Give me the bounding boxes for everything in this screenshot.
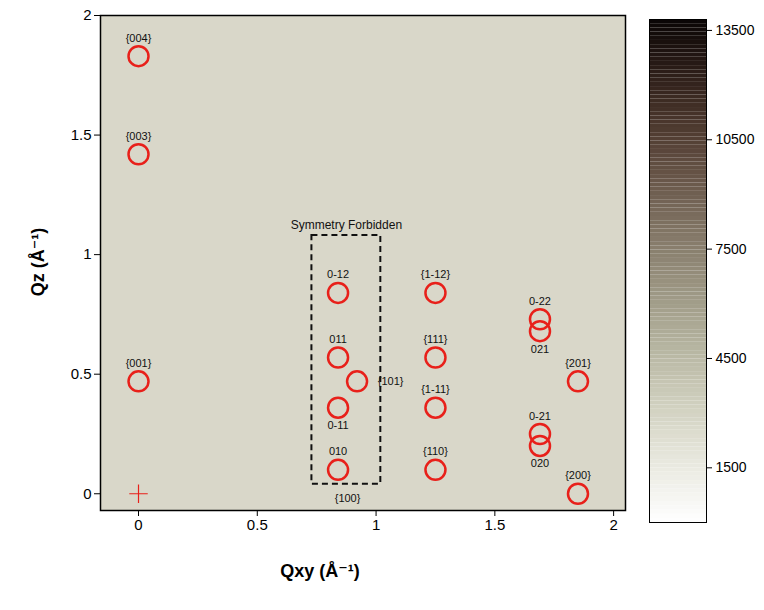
svg-text:{101}: {101} <box>378 375 404 387</box>
svg-text:1.5: 1.5 <box>484 516 505 533</box>
svg-text:{001}: {001} <box>126 357 152 369</box>
svg-text:1500: 1500 <box>716 459 747 475</box>
svg-text:{201}: {201} <box>565 357 591 369</box>
svg-text:{200}: {200} <box>565 469 591 481</box>
svg-text:1: 1 <box>372 516 380 533</box>
svg-text:{1-11}: {1-11} <box>421 383 450 395</box>
svg-text:2: 2 <box>609 516 617 533</box>
svg-text:{111}: {111} <box>423 333 447 345</box>
svg-text:1: 1 <box>83 245 91 262</box>
svg-text:0: 0 <box>83 485 91 502</box>
svg-text:010: 010 <box>329 445 347 457</box>
svg-text:0.5: 0.5 <box>247 516 268 533</box>
svg-text:2: 2 <box>83 6 91 23</box>
svg-text:0-22: 0-22 <box>529 295 551 307</box>
svg-text:0-11: 0-11 <box>327 419 348 431</box>
svg-text:Symmetry Forbidden: Symmetry Forbidden <box>291 218 402 232</box>
svg-text:10500: 10500 <box>716 131 755 147</box>
svg-text:4500: 4500 <box>716 350 747 366</box>
svg-text:011: 011 <box>329 333 347 345</box>
svg-text:{110}: {110} <box>423 445 448 457</box>
html-text:Qz (Å⁻¹): Qz (Å⁻¹) <box>28 227 48 297</box>
svg-text:021: 021 <box>531 343 549 355</box>
svg-text:0.5: 0.5 <box>71 365 92 382</box>
svg-text:{1-12}: {1-12} <box>421 268 451 280</box>
svg-text:0-21: 0-21 <box>529 409 551 421</box>
svg-text:0-12: 0-12 <box>327 268 349 280</box>
svg-text:1.5: 1.5 <box>71 126 92 143</box>
svg-text:7500: 7500 <box>716 241 747 257</box>
svg-text:13500: 13500 <box>716 22 755 38</box>
html-text:Qxy (Å⁻¹): Qxy (Å⁻¹) <box>280 561 360 581</box>
svg-text:{004}: {004} <box>126 32 152 44</box>
svg-text:0: 0 <box>134 516 142 533</box>
svg-text:020: 020 <box>531 457 549 469</box>
svg-text:{100}: {100} <box>335 492 361 504</box>
svg-text:{003}: {003} <box>126 130 152 142</box>
